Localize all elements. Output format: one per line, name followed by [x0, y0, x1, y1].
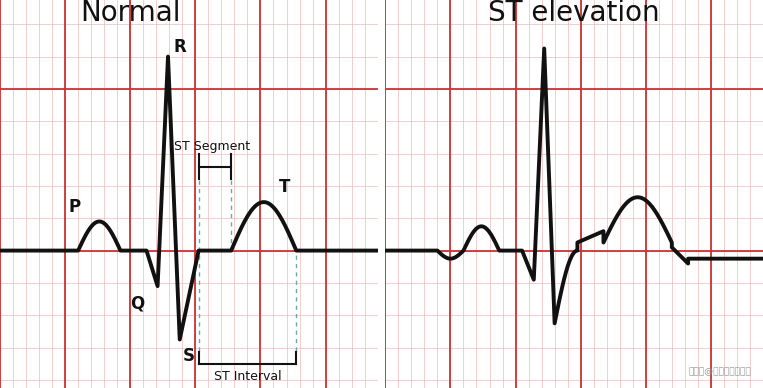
Text: Q: Q — [130, 295, 144, 313]
Text: S: S — [183, 346, 195, 364]
Text: ST elevation: ST elevation — [488, 0, 660, 27]
Text: 搜狐号@东就院心电资讯: 搜狐号@东就院心电资讯 — [689, 367, 752, 376]
Text: ST Segment: ST Segment — [173, 140, 250, 153]
Text: R: R — [173, 38, 186, 56]
Text: Normal: Normal — [80, 0, 181, 27]
Text: P: P — [69, 198, 81, 216]
Text: T: T — [279, 178, 290, 196]
Text: ST Interval: ST Interval — [214, 370, 282, 383]
